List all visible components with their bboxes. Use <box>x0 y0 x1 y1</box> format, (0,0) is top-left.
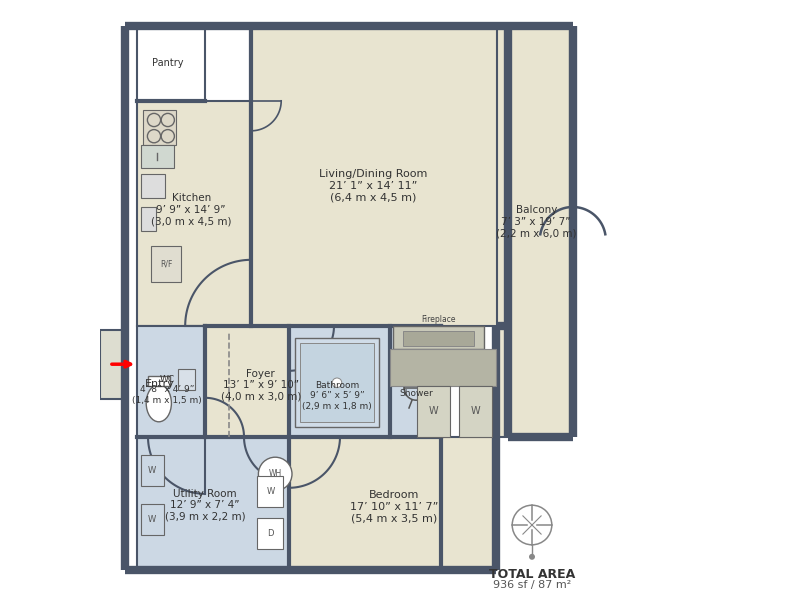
Text: Fireplace: Fireplace <box>422 315 456 324</box>
Bar <box>100 330 125 399</box>
Bar <box>417 386 450 437</box>
Bar <box>141 455 164 486</box>
Text: WC
4’ 8” x 4’ 9”
(1,4 m x 1,5 m): WC 4’ 8” x 4’ 9” (1,4 m x 1,5 m) <box>132 375 202 405</box>
Ellipse shape <box>146 385 171 422</box>
Bar <box>459 386 492 437</box>
Bar <box>141 504 164 535</box>
Bar <box>138 437 289 570</box>
Text: Bathroom
9’ 6” x 5’ 9”
(2,9 m x 1,8 m): Bathroom 9’ 6” x 5’ 9” (2,9 m x 1,8 m) <box>302 381 372 411</box>
Bar <box>390 326 441 437</box>
Text: Foyer
13’ 1” x 9’ 10”
(4,0 m x 3,0 m): Foyer 13’ 1” x 9’ 10” (4,0 m x 3,0 m) <box>221 368 301 402</box>
Text: D: D <box>267 529 274 538</box>
Bar <box>151 246 181 282</box>
Bar <box>141 207 156 231</box>
Text: Bedroom
17’ 10” x 11’ 7”
(5,4 m x 3,5 m): Bedroom 17’ 10” x 11’ 7” (5,4 m x 3,5 m) <box>350 490 438 524</box>
Text: W: W <box>148 466 156 475</box>
Bar <box>390 349 496 386</box>
Bar <box>178 369 195 390</box>
Text: W: W <box>470 406 480 416</box>
Text: Kitchen
9’ 9” x 14’ 9”
(3,0 m x 4,5 m): Kitchen 9’ 9” x 14’ 9” (3,0 m x 4,5 m) <box>151 193 231 227</box>
Bar <box>403 331 474 346</box>
Bar <box>143 110 176 145</box>
Bar <box>138 28 205 101</box>
Bar <box>148 376 170 386</box>
Circle shape <box>529 554 535 560</box>
Bar <box>250 28 499 326</box>
Text: W: W <box>266 487 274 496</box>
Bar <box>258 518 283 549</box>
Circle shape <box>332 378 342 388</box>
Text: W: W <box>429 406 438 416</box>
Bar <box>289 437 496 570</box>
Text: R/F: R/F <box>160 259 172 268</box>
Bar <box>393 326 484 349</box>
Text: TOTAL AREA: TOTAL AREA <box>489 568 575 581</box>
Text: Balcony
7’ 3” x 19’ 7”
(2,2 m x 6,0 m): Balcony 7’ 3” x 19’ 7” (2,2 m x 6,0 m) <box>496 205 577 239</box>
Bar <box>498 28 570 437</box>
Text: Pantry: Pantry <box>152 58 183 68</box>
Bar <box>258 476 283 507</box>
Bar <box>138 326 205 437</box>
Bar <box>141 174 165 198</box>
Text: 936 sf / 87 m²: 936 sf / 87 m² <box>493 580 571 590</box>
Text: WH: WH <box>269 469 282 479</box>
Text: Shower: Shower <box>399 389 433 398</box>
Circle shape <box>258 457 292 491</box>
Bar <box>295 338 379 427</box>
Bar <box>138 101 251 326</box>
Bar <box>300 343 374 422</box>
Bar <box>289 326 390 437</box>
Text: Utility Room
12’ 9” x 7’ 4”
(3,9 m x 2,2 m): Utility Room 12’ 9” x 7’ 4” (3,9 m x 2,2… <box>165 488 246 522</box>
Bar <box>141 145 174 168</box>
Text: Living/Dining Room
21’ 1” x 14’ 11”
(6,4 m x 4,5 m): Living/Dining Room 21’ 1” x 14’ 11” (6,4… <box>319 169 427 203</box>
Text: Entry: Entry <box>145 379 175 389</box>
Bar <box>205 326 361 437</box>
Text: W: W <box>148 515 156 524</box>
